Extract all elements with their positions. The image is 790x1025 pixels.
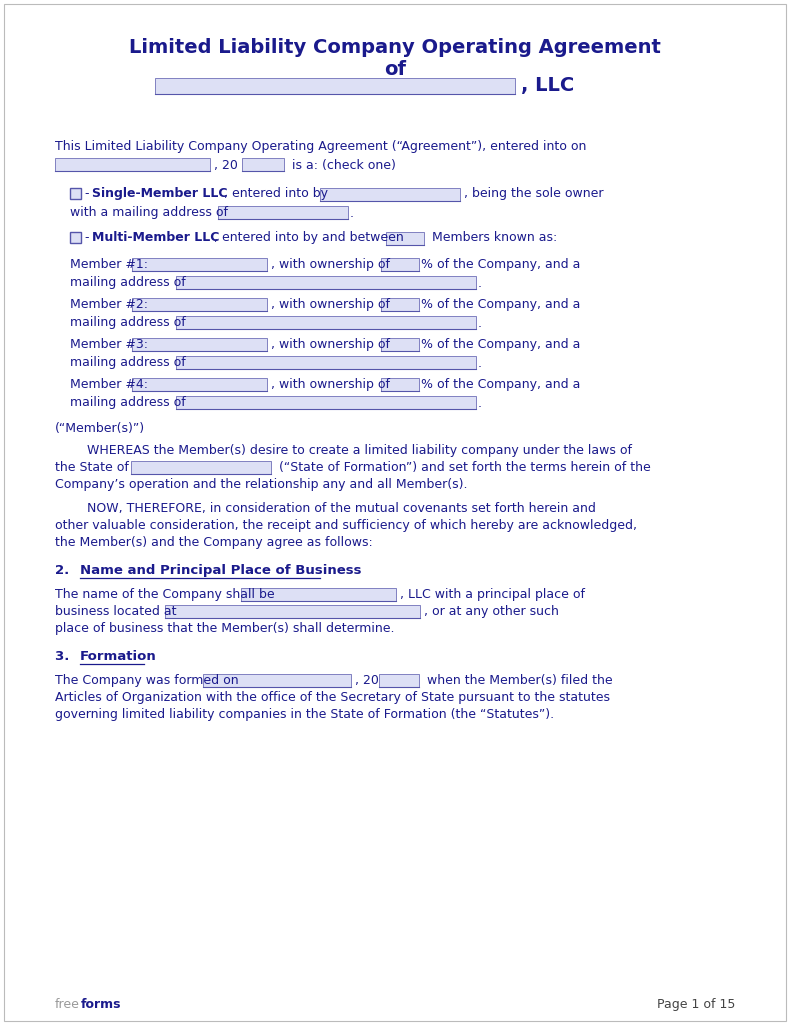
Bar [242,158,284,171]
Bar [386,232,424,245]
Text: The Company was formed on: The Company was formed on [55,674,243,687]
Text: Member #2:: Member #2: [70,298,152,311]
Text: Members known as:: Members known as: [428,231,557,244]
Text: mailing address of: mailing address of [70,316,190,329]
Text: % of the Company, and a: % of the Company, and a [421,378,581,391]
Bar [132,378,267,391]
Text: , with ownership of: , with ownership of [271,338,394,351]
Text: Multi-Member LLC: Multi-Member LLC [92,231,220,244]
Text: , 20: , 20 [355,674,379,687]
Text: , with ownership of: , with ownership of [271,378,394,391]
Text: mailing address of: mailing address of [70,356,190,369]
Text: (“Member(s)”): (“Member(s)”) [55,422,145,435]
Text: % of the Company, and a: % of the Company, and a [421,338,581,351]
Text: .: . [478,317,482,330]
Bar [70,188,81,199]
Text: the Member(s) and the Company agree as follows:: the Member(s) and the Company agree as f… [55,536,373,549]
Text: Member #3:: Member #3: [70,338,152,351]
Text: Name and Principal Place of Business: Name and Principal Place of Business [80,564,362,577]
Text: Formation: Formation [80,650,156,663]
Text: governing limited liability companies in the State of Formation (the “Statutes”): governing limited liability companies in… [55,708,554,721]
Text: Member #1:: Member #1: [70,258,152,271]
Text: with a mailing address of: with a mailing address of [70,206,232,219]
Text: This Limited Liability Company Operating Agreement (“Agreement”), entered into o: This Limited Liability Company Operating… [55,140,586,153]
Bar [176,316,476,329]
Text: Limited Liability Company Operating Agreement: Limited Liability Company Operating Agre… [129,38,661,57]
Text: the State of: the State of [55,461,133,474]
Text: is a: (check one): is a: (check one) [288,159,396,172]
Bar [155,78,515,94]
Bar [203,674,351,687]
Text: Articles of Organization with the office of the Secretary of State pursuant to t: Articles of Organization with the office… [55,691,610,704]
Bar [165,605,420,618]
Bar [70,232,81,243]
Bar [176,356,476,369]
Text: The name of the Company shall be: The name of the Company shall be [55,588,279,601]
Text: Single-Member LLC: Single-Member LLC [92,187,228,200]
Bar [241,588,396,601]
Text: NOW, THEREFORE, in consideration of the mutual covenants set forth herein and: NOW, THEREFORE, in consideration of the … [55,502,596,515]
Text: , entered into by and between: , entered into by and between [214,231,408,244]
Text: place of business that the Member(s) shall determine.: place of business that the Member(s) sha… [55,622,394,636]
Text: .: . [350,207,354,220]
Text: Member #4:: Member #4: [70,378,152,391]
Text: of: of [384,60,406,79]
Bar [132,338,267,351]
Text: mailing address of: mailing address of [70,396,190,409]
Bar [381,298,419,311]
Text: , with ownership of: , with ownership of [271,298,394,311]
Text: when the Member(s) filed the: when the Member(s) filed the [423,674,612,687]
Text: % of the Company, and a: % of the Company, and a [421,298,581,311]
Text: 3.: 3. [55,650,79,663]
Bar [176,396,476,409]
Text: -: - [85,231,93,244]
Bar [132,298,267,311]
Text: mailing address of: mailing address of [70,276,190,289]
Text: .: . [478,277,482,290]
Text: business located at: business located at [55,605,180,618]
Text: , LLC with a principal place of: , LLC with a principal place of [400,588,585,601]
Text: % of the Company, and a: % of the Company, and a [421,258,581,271]
Text: -: - [85,187,93,200]
Bar [381,378,419,391]
Text: 2.: 2. [55,564,78,577]
Bar [132,258,267,271]
Bar [218,206,348,219]
Text: forms: forms [81,998,122,1011]
Text: , with ownership of: , with ownership of [271,258,394,271]
Text: , being the sole owner: , being the sole owner [464,187,604,200]
Text: WHEREAS the Member(s) desire to create a limited liability company under the law: WHEREAS the Member(s) desire to create a… [55,444,632,457]
Bar [379,674,419,687]
Text: free: free [55,998,80,1011]
Bar [381,258,419,271]
Text: , entered into by: , entered into by [224,187,332,200]
Text: , or at any other such: , or at any other such [424,605,559,618]
Text: (“State of Formation”) and set forth the terms herein of the: (“State of Formation”) and set forth the… [275,461,651,474]
Bar [381,338,419,351]
Text: .: . [478,357,482,370]
Text: , LLC: , LLC [521,76,574,95]
Bar [131,461,271,474]
Text: other valuable consideration, the receipt and sufficiency of which hereby are ac: other valuable consideration, the receip… [55,519,637,532]
Text: Page 1 of 15: Page 1 of 15 [656,998,735,1011]
Bar [55,158,210,171]
Text: Company’s operation and the relationship any and all Member(s).: Company’s operation and the relationship… [55,478,468,491]
Bar [320,188,460,201]
Text: .: . [478,397,482,410]
Bar [176,276,476,289]
Text: , 20: , 20 [214,159,238,172]
